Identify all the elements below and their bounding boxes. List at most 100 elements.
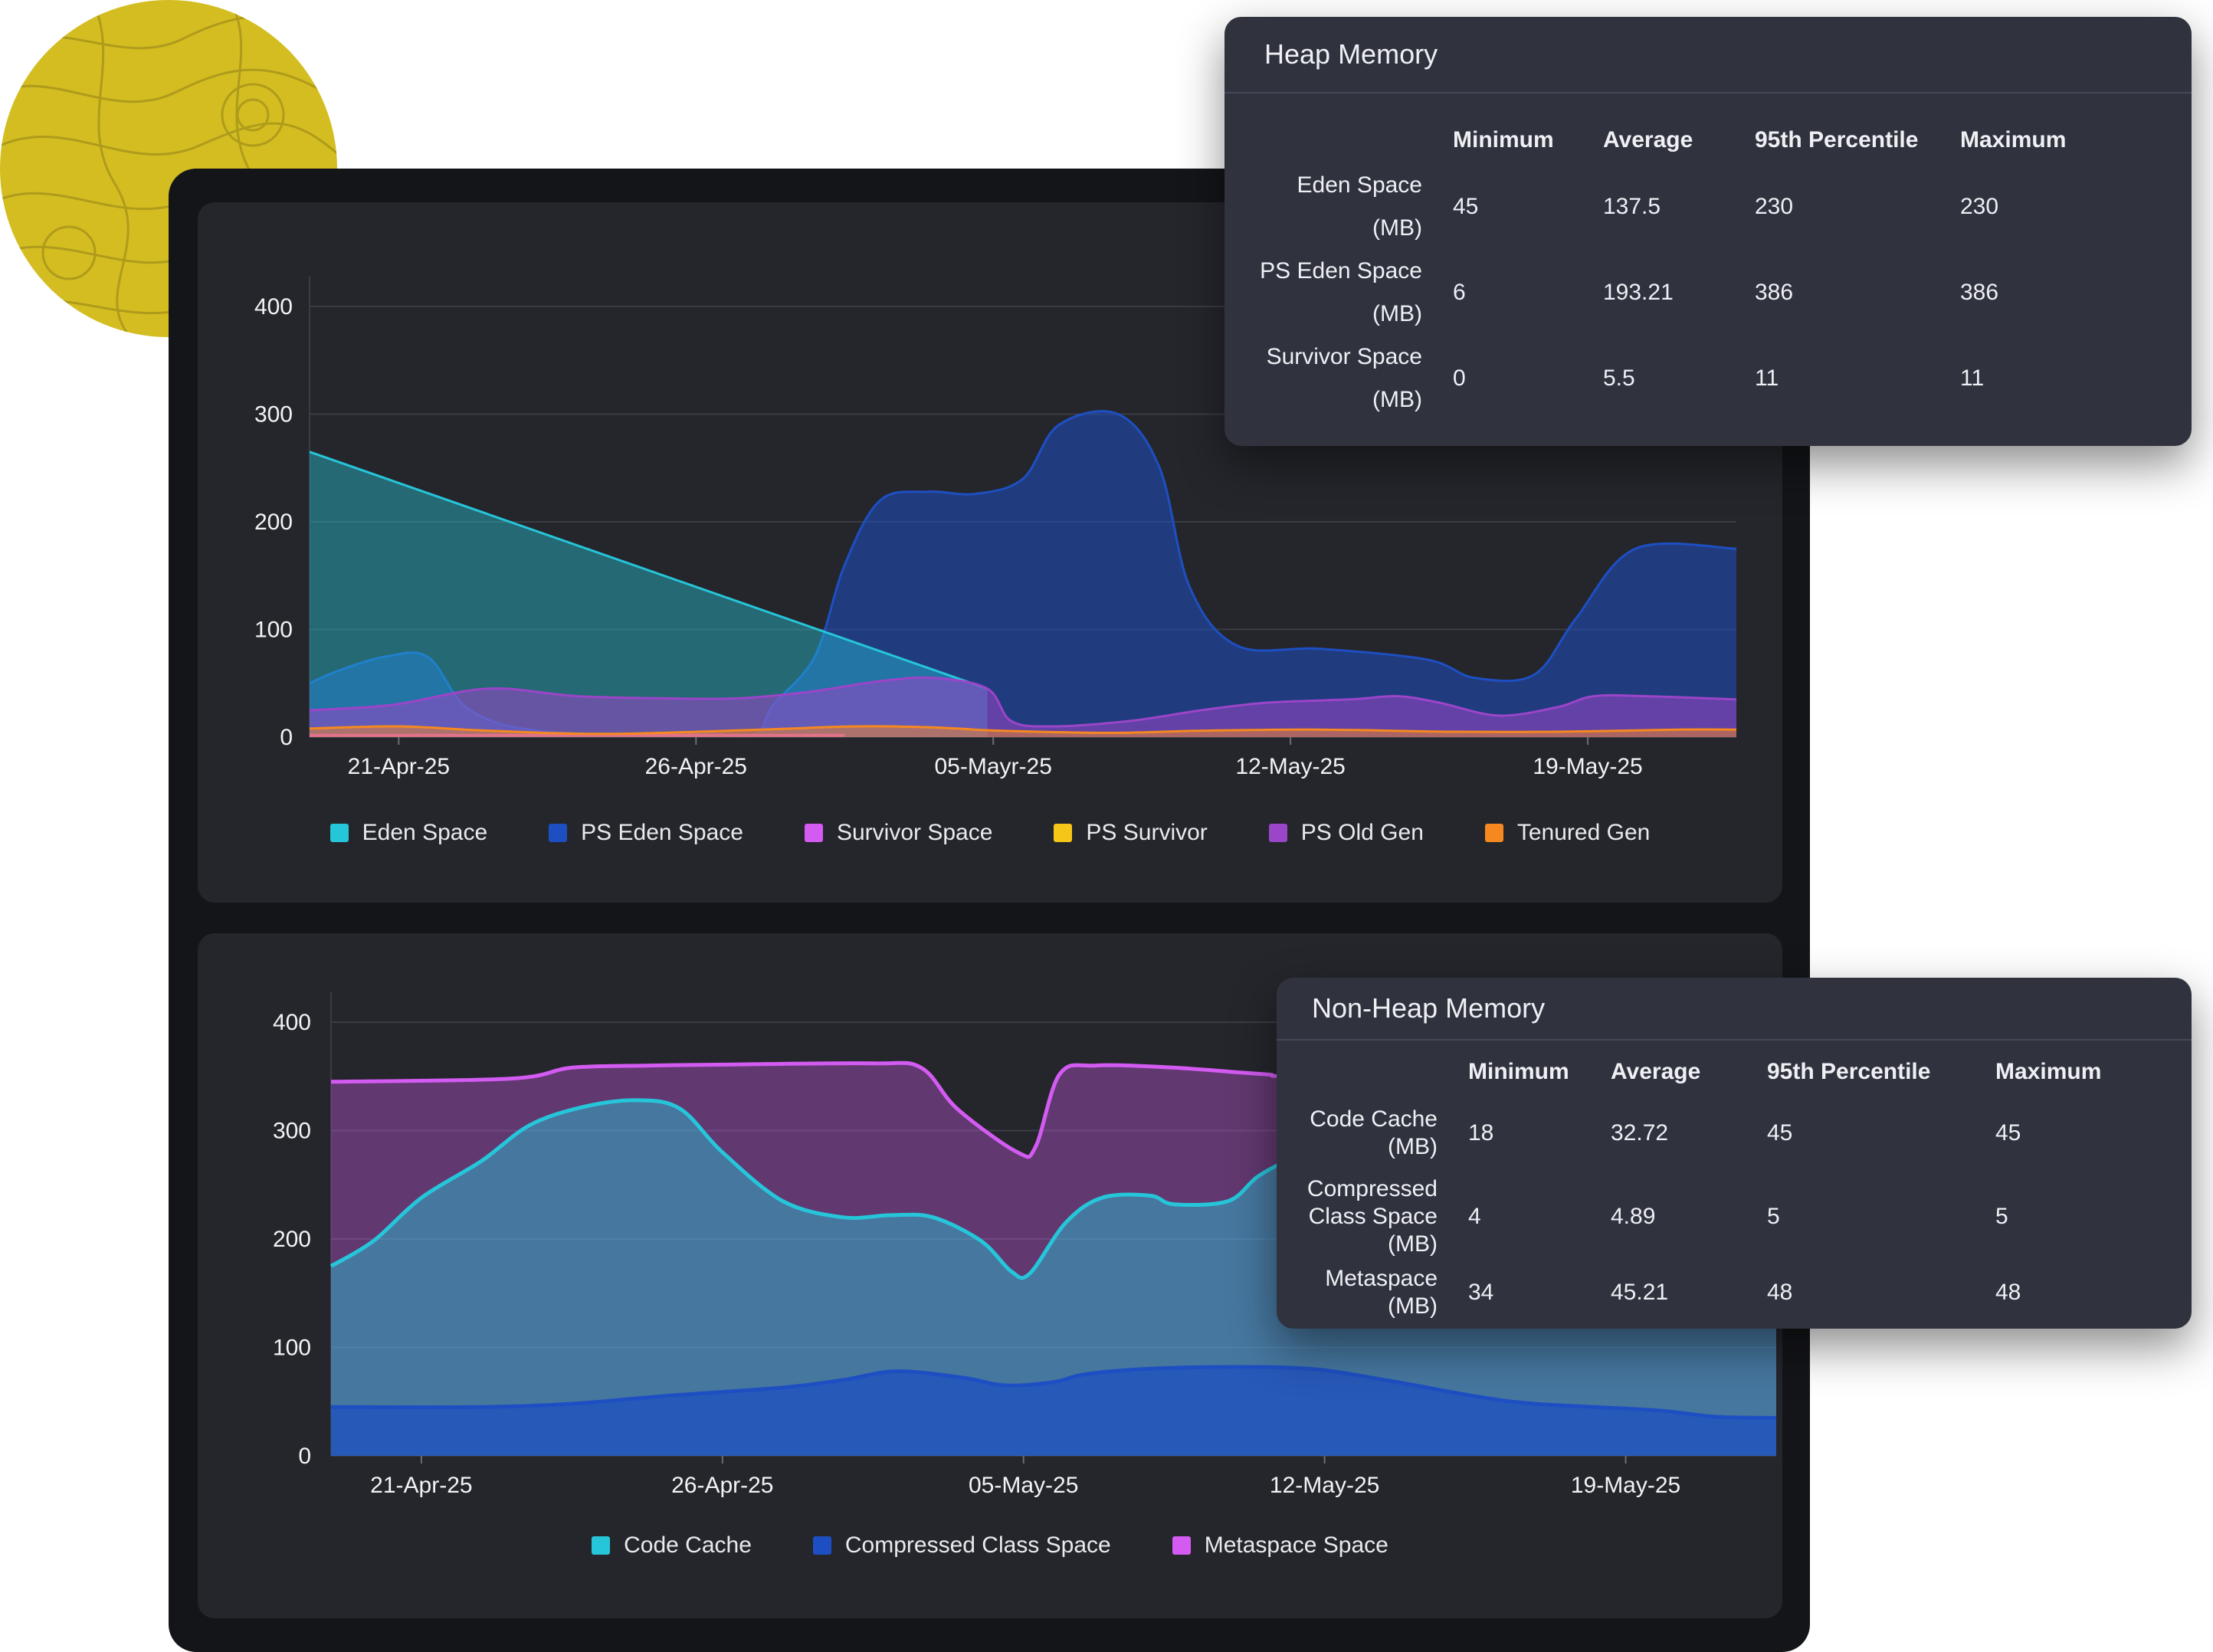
table-row: Code Cache (MB) 18 32.72 45 45 <box>1303 1091 2110 1175</box>
legend-item[interactable]: Code Cache <box>592 1532 752 1559</box>
legend-swatch <box>549 824 568 842</box>
column-header: 95th Percentile <box>1767 1059 1931 1084</box>
legend-item[interactable]: Metaspace Space <box>1172 1532 1388 1559</box>
table-cell: 386 <box>1960 280 1999 305</box>
legend-item[interactable]: Compressed Class Space <box>812 1532 1111 1559</box>
table-row: Survivor Space (MB) 0 5.5 11 11 <box>1255 336 2113 421</box>
table-cell: 5 <box>1995 1204 2008 1229</box>
legend-swatch <box>804 824 823 842</box>
table-cell: 18 <box>1468 1120 1494 1146</box>
table-cell: 230 <box>1960 194 1999 219</box>
row-label-line: Metaspace <box>1325 1266 1438 1291</box>
y-tick-label: 0 <box>280 725 293 750</box>
table-cell: 45 <box>1995 1120 2021 1146</box>
table-cell: 34 <box>1468 1280 1494 1305</box>
heap-stats-table: Minimum Average 95th Percentile Maximum … <box>1255 116 2113 421</box>
nonheap-memory-legend: Code Cache Compressed Class Space Metaspac… <box>198 1532 1782 1559</box>
row-label-unit: (MB) <box>1372 215 1422 241</box>
legend-item[interactable]: Survivor Space <box>804 820 992 846</box>
legend-item[interactable]: Eden Space <box>329 820 488 846</box>
heap-memory-chart: 0 100 200 300 400 21-Apr-25 26-Apr-25 05-Mayr-2… <box>254 276 1737 779</box>
x-tick-label: 21-Apr-25 <box>370 1473 472 1498</box>
legend-swatch <box>592 1536 611 1555</box>
legend-swatch <box>1484 824 1503 842</box>
column-header: Maximum <box>1995 1059 2102 1084</box>
series-line-ps-old-gen <box>309 676 1737 728</box>
column-header: Maximum <box>1960 127 2067 152</box>
table-row: Compressed Class Space (MB) 4 4.89 5 5 <box>1303 1175 2110 1258</box>
y-tick-label: 200 <box>254 510 293 535</box>
heap-card-title: Heap Memory <box>1225 17 2192 93</box>
row-label-unit: (MB) <box>1388 1231 1438 1257</box>
legend-swatch <box>812 1536 831 1555</box>
row-label-line: PS Eden Space <box>1260 258 1422 284</box>
legend-label: Tenured Gen <box>1516 820 1651 845</box>
nonheap-stats-table: Minimum Average 95th Percentile Maximum … <box>1303 1053 2110 1327</box>
column-header: Average <box>1603 127 1693 152</box>
series-area-ps-old-gen <box>310 677 1736 737</box>
y-tick-label: 400 <box>273 1010 311 1035</box>
row-label-line: Compressed Class Space <box>1306 1176 1438 1229</box>
y-tick-label: 100 <box>273 1336 311 1361</box>
heap-memory-legend: Eden Space PS Eden Space Survivor Space PS … <box>198 820 1782 846</box>
legend-item[interactable]: PS Survivor <box>1054 820 1208 846</box>
table-header-spacer <box>1303 1053 1438 1091</box>
x-tick-label: 19-May-25 <box>1571 1473 1680 1498</box>
table-row: PS Eden Space (MB) 6 193.21 386 386 <box>1255 250 2113 336</box>
table-cell: 32.72 <box>1611 1120 1669 1146</box>
series-line-eden-space <box>309 451 988 690</box>
series-line-tenured-gen <box>309 725 1737 736</box>
y-tick-label: 300 <box>254 402 293 428</box>
x-tick-label: 12-May-25 <box>1235 754 1345 779</box>
legend-item[interactable]: PS Old Gen <box>1268 820 1424 846</box>
legend-label: PS Old Gen <box>1300 820 1424 845</box>
legend-label: Eden Space <box>362 820 488 845</box>
series-area-compressed-class-space <box>331 1367 1776 1456</box>
x-tick-label: 12-May-25 <box>1270 1473 1379 1498</box>
row-label: Eden Space (MB) <box>1255 164 1422 250</box>
x-tick-label: 21-Apr-25 <box>348 754 450 779</box>
table-cell: 5 <box>1767 1204 1780 1229</box>
legend-item[interactable]: Tenured Gen <box>1484 820 1651 846</box>
table-cell: 45 <box>1453 194 1479 219</box>
table-cell: 4.89 <box>1611 1204 1656 1229</box>
x-tick-label: 05-May-25 <box>969 1473 1078 1498</box>
table-cell: 386 <box>1755 280 1794 305</box>
row-label-unit: (MB) <box>1388 1293 1438 1319</box>
legend-item[interactable]: PS Eden Space <box>549 820 743 846</box>
legend-swatch <box>1172 1536 1191 1555</box>
row-label-unit: (MB) <box>1372 387 1422 412</box>
series-area-eden-space <box>310 451 988 737</box>
legend-label: Metaspace Space <box>1204 1532 1388 1558</box>
table-cell: 45.21 <box>1611 1280 1669 1305</box>
table-cell: 6 <box>1453 280 1466 305</box>
table-cell: 0 <box>1453 365 1466 391</box>
legend-label: Code Cache <box>624 1532 752 1558</box>
table-cell: 11 <box>1960 365 1985 391</box>
x-tick-label: 19-May-25 <box>1533 754 1642 779</box>
column-header: 95th Percentile <box>1755 127 1919 152</box>
series-line-metaspace-space <box>330 1060 1777 1159</box>
table-cell: 45 <box>1767 1120 1793 1146</box>
legend-label: PS Eden Space <box>581 820 743 845</box>
heap-memory-tooltip-card: Heap Memory Minimum Average 95th Percent… <box>1225 17 2192 446</box>
legend-label: Compressed Class Space <box>844 1532 1111 1558</box>
table-cell: 5.5 <box>1603 365 1635 391</box>
y-tick-label: 300 <box>273 1119 311 1144</box>
column-header: Minimum <box>1453 127 1554 152</box>
table-row: Eden Space (MB) 45 137.5 230 230 <box>1255 164 2113 250</box>
nonheap-card-title: Non-Heap Memory <box>1277 978 2192 1041</box>
table-cell: 193.21 <box>1603 280 1674 305</box>
table-row: Metaspace (MB) 34 45.21 48 48 <box>1303 1258 2110 1327</box>
x-tick-label: 26-Apr-25 <box>645 754 747 779</box>
x-tick-label: 05-Mayr-25 <box>935 754 1052 779</box>
row-label: Metaspace (MB) <box>1303 1258 1438 1327</box>
column-header: Average <box>1611 1059 1701 1084</box>
row-label: Survivor Space (MB) <box>1255 336 1422 421</box>
table-cell: 48 <box>1767 1280 1793 1305</box>
row-label-unit: (MB) <box>1372 301 1422 326</box>
legend-swatch <box>1268 824 1287 842</box>
y-tick-label: 100 <box>254 618 293 643</box>
legend-swatch <box>1054 824 1073 842</box>
nonheap-memory-tooltip-card: Non-Heap Memory Minimum Average 95th Per… <box>1277 978 2192 1329</box>
